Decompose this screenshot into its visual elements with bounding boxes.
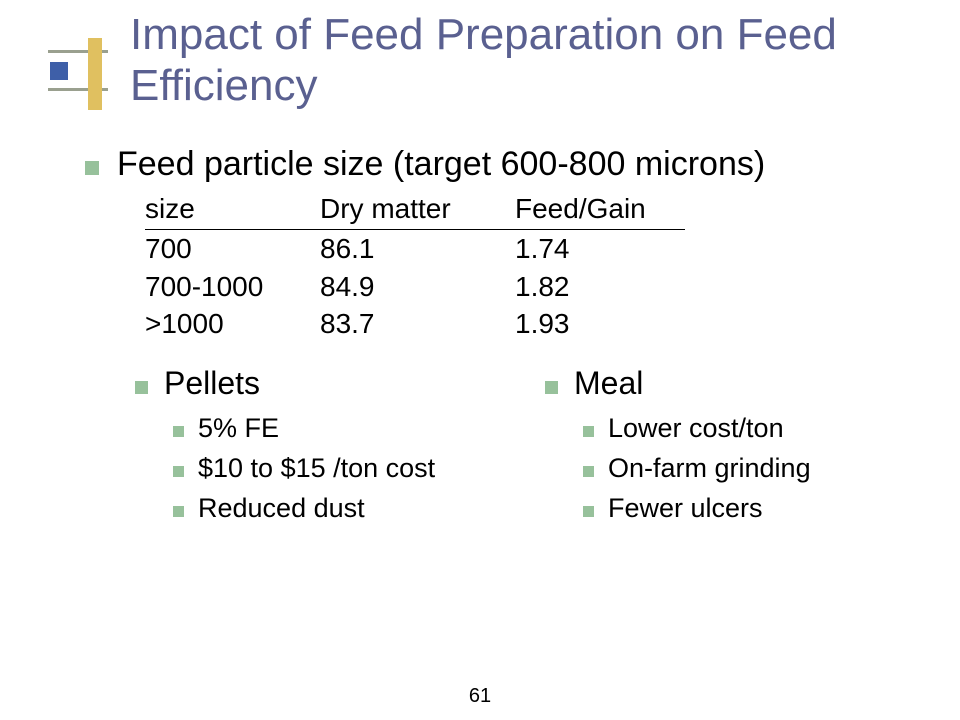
bullet-meal: Meal (545, 365, 905, 402)
page-number: 61 (0, 685, 960, 708)
table-row: >1000 83.7 1.93 (145, 305, 905, 343)
slide-title: Impact of Feed Preparation on Feed Effic… (130, 10, 930, 111)
bullet-icon (545, 381, 558, 394)
left-column: Pellets 5% FE $10 to $15 /ton cost Reduc… (85, 365, 495, 531)
bullet-icon (583, 466, 594, 477)
bullet-icon (583, 506, 594, 517)
bullet-text: Feed particle size (target 600-800 micro… (117, 145, 765, 184)
two-column: Pellets 5% FE $10 to $15 /ton cost Reduc… (85, 365, 905, 531)
bullet-icon (583, 426, 594, 437)
bullet-icon (85, 161, 99, 175)
sub-bullet: Reduced dust (173, 492, 495, 526)
bullet-icon (173, 466, 184, 477)
sub-bullet: Lower cost/ton (583, 412, 905, 446)
right-column: Meal Lower cost/ton On-farm grinding Few… (495, 365, 905, 531)
header-dry-matter: Dry matter (320, 190, 515, 230)
header-feed-gain: Feed/Gain (515, 190, 685, 230)
particle-table: size Dry matter Feed/Gain 700 86.1 1.74 … (145, 190, 905, 343)
title-decoration (48, 40, 118, 105)
bullet-icon (173, 506, 184, 517)
header-size: size (145, 190, 320, 230)
sub-bullet: On-farm grinding (583, 452, 905, 486)
sub-bullet: $10 to $15 /ton cost (173, 452, 495, 486)
table-row: 700-1000 84.9 1.82 (145, 268, 905, 306)
table-row: 700 86.1 1.74 (145, 230, 905, 268)
bullet-icon (135, 381, 148, 394)
table-header: size Dry matter Feed/Gain (145, 190, 905, 230)
sub-bullet: 5% FE (173, 412, 495, 446)
bullet-icon (173, 426, 184, 437)
sub-bullet: Fewer ulcers (583, 492, 905, 526)
bullet-pellets: Pellets (135, 365, 495, 402)
content-area: Feed particle size (target 600-800 micro… (85, 145, 905, 531)
bullet-particle-size: Feed particle size (target 600-800 micro… (85, 145, 905, 184)
